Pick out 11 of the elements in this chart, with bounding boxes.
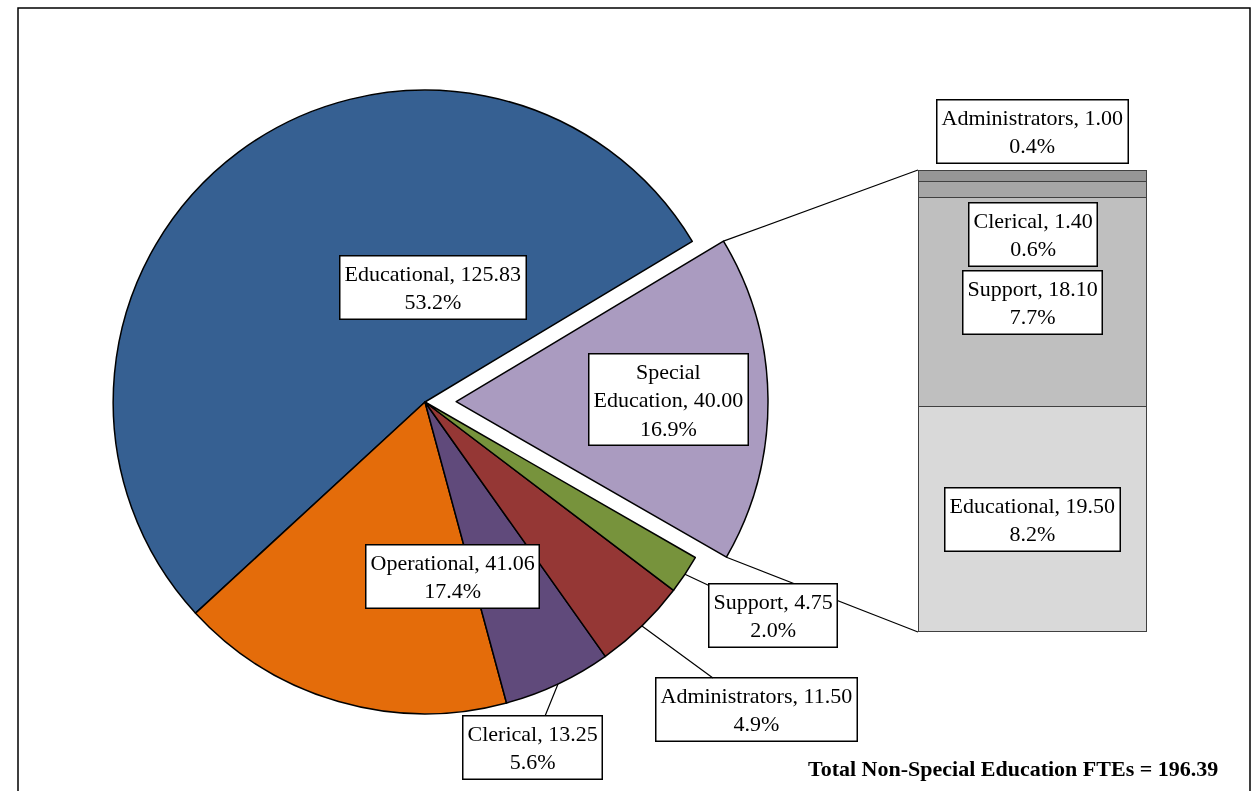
- slice-label: Clerical, 13.25 5.6%: [467, 720, 598, 775]
- data-label: Support, 18.10 7.7%: [967, 275, 1098, 330]
- slice-label: Special Education, 40.00 16.9%: [593, 358, 744, 441]
- text: Total Non-Special Education FTEs = 196.39: [808, 756, 1219, 781]
- data-label: Clerical, 1.40 0.6%: [973, 207, 1093, 262]
- slice-label: Operational, 41.06 17.4%: [370, 549, 535, 604]
- slice-label: Administrators, 11.50 4.9%: [660, 682, 853, 737]
- data-label: Administrators, 1.00 0.4%: [941, 104, 1123, 159]
- slice-label: Support, 4.75 2.0%: [713, 588, 833, 643]
- data-label: Educational, 19.50 8.2%: [949, 492, 1116, 547]
- slice-label: Educational, 125.83 53.2%: [344, 260, 522, 315]
